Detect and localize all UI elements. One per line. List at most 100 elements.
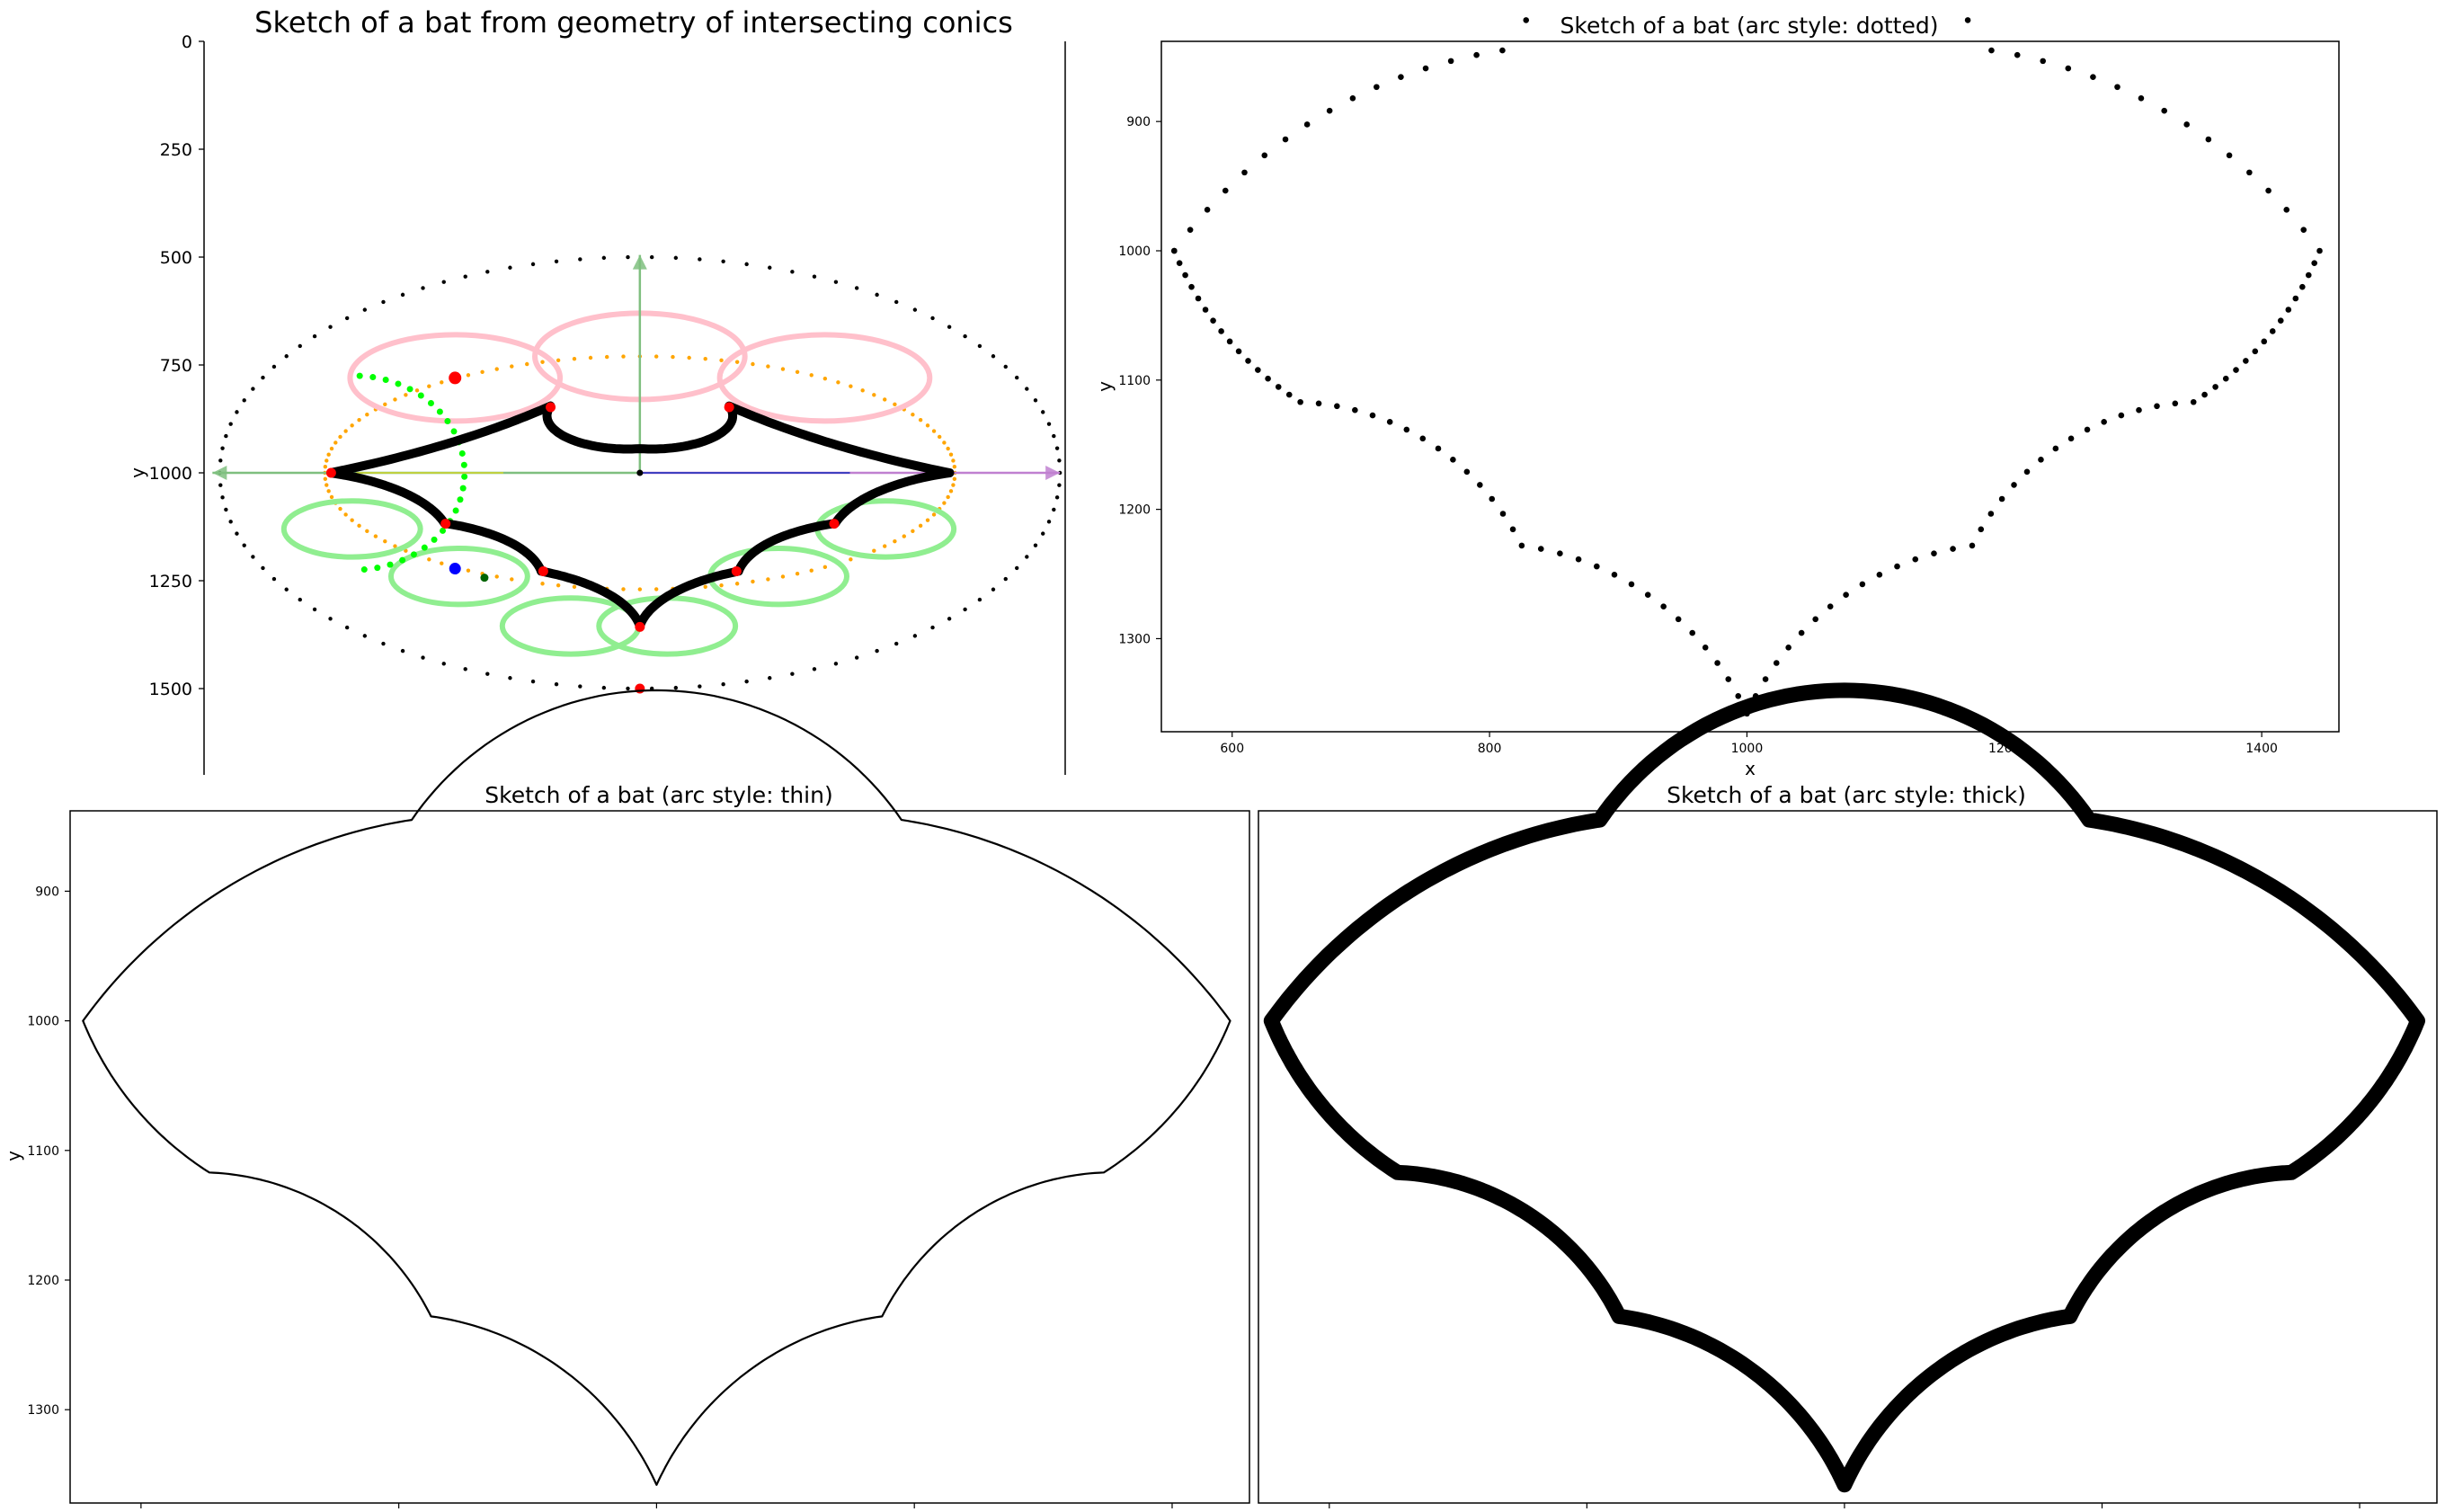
ytick-label: 1300 — [1118, 632, 1151, 646]
outer-ellipse-dot — [1054, 495, 1060, 500]
outer-ellipse-dot — [1033, 543, 1038, 547]
outer-ellipse-dot — [812, 274, 817, 279]
outer-ellipse-dot — [1046, 422, 1052, 426]
helper-dot — [356, 372, 363, 379]
helper-dot — [459, 485, 467, 492]
inner-ellipse-dot — [766, 364, 770, 369]
inner-ellipse-dot — [440, 380, 444, 385]
inner-ellipse-dot — [621, 587, 626, 591]
bat-dot — [1297, 398, 1303, 405]
inner-ellipse-dot — [925, 518, 930, 522]
inner-ellipse-dot — [480, 369, 485, 374]
outer-ellipse-dot — [601, 255, 607, 261]
bat-outline — [1263, 682, 2425, 1493]
outer-ellipse-dot — [1003, 576, 1008, 582]
bat-dot — [1489, 495, 1496, 503]
bat-dot — [2299, 283, 2306, 290]
bat-dot — [1978, 526, 1985, 533]
outer-ellipse-dot — [298, 597, 302, 602]
bat-dot — [2277, 317, 2284, 324]
helper-dot — [450, 428, 458, 435]
bat-dot — [2065, 65, 2072, 72]
cusp-point — [724, 402, 734, 413]
axis-arrow-head — [1045, 466, 1061, 480]
bat-dot — [1398, 74, 1404, 80]
outer-ellipse-dot — [1033, 398, 1038, 403]
outer-ellipse-dot — [261, 565, 265, 571]
outer-ellipse-dot — [344, 316, 350, 321]
outer-ellipse-dot — [1041, 410, 1045, 414]
inner-ellipse-dot — [343, 512, 348, 517]
helper-dot — [410, 551, 417, 558]
dotted-ylabel: y — [1094, 381, 1116, 392]
inner-ellipse-dot — [556, 358, 561, 363]
inner-ellipse-dot — [809, 568, 814, 573]
bat-dot — [1575, 556, 1582, 563]
ytick-label: 1000 — [149, 464, 192, 484]
inner-ellipse-dot — [893, 402, 897, 407]
inner-ellipse-dot — [350, 518, 354, 522]
bat-dot — [2136, 406, 2142, 414]
inner-ellipse-dot — [948, 452, 954, 457]
dotted-plot — [1171, 17, 2323, 717]
outer-ellipse-dot — [381, 641, 386, 646]
dotted-panel: Sketch of a bat (arc style: dotted) 900 1… — [1094, 13, 2340, 779]
inner-ellipse-dot — [365, 529, 369, 533]
outer-ellipse-dot — [220, 495, 225, 500]
outer-ellipse-dot — [328, 325, 333, 329]
outer-ellipse-dot — [362, 634, 368, 638]
inner-ellipse-dot — [719, 583, 724, 588]
helper-dot — [360, 566, 368, 574]
helper-dot — [369, 374, 377, 381]
inner-ellipse-dot — [734, 360, 740, 364]
outer-ellipse-dot — [698, 684, 702, 689]
bat-dot — [1611, 572, 1618, 578]
ytick-label: 750 — [160, 356, 192, 376]
outer-ellipse-dot — [578, 257, 582, 262]
outer-ellipse-dot — [298, 343, 302, 349]
outer-ellipse-dot — [421, 286, 425, 290]
inner-ellipse-dot — [510, 364, 514, 369]
outer-ellipse-dot — [1046, 520, 1052, 524]
helper-dot — [461, 473, 468, 480]
helper-dot — [452, 507, 459, 514]
bat-dot — [1187, 227, 1194, 233]
outer-ellipse-dot — [235, 531, 239, 536]
ytick-label: 1300 — [27, 1403, 59, 1418]
bat-dot — [1785, 645, 1792, 651]
outer-ellipse-dot — [991, 354, 996, 359]
helper-dot — [382, 377, 389, 384]
bat-dot — [1463, 468, 1471, 476]
ytick-label: 1000 — [1118, 245, 1151, 259]
inner-ellipse-dot — [766, 577, 770, 582]
bat-dot — [2090, 74, 2096, 80]
bat-dot — [2190, 398, 2197, 405]
inner-ellipse-dot — [466, 568, 471, 573]
outer-ellipse-dot — [790, 672, 795, 676]
bat-dot — [1369, 412, 1376, 419]
outer-ellipse-dot — [530, 262, 536, 267]
inner-ellipse-dot — [911, 529, 915, 533]
bat-dot — [2243, 358, 2249, 364]
inner-ellipse-dot — [357, 417, 361, 422]
ytick-label: 1200 — [1118, 503, 1151, 518]
bat-dot — [1188, 283, 1195, 290]
inner-ellipse-dot — [809, 373, 814, 378]
inner-ellipse-dot — [719, 358, 724, 363]
bat-dot — [1315, 400, 1322, 407]
outer-ellipse-dot — [284, 354, 289, 359]
bat-dot — [1725, 676, 1732, 682]
thick-plot — [1263, 682, 2425, 1493]
outer-ellipse-dot — [251, 387, 255, 391]
ytick-label: 1250 — [149, 572, 192, 591]
cusp-point — [449, 371, 462, 385]
outer-ellipse-dot — [649, 254, 654, 260]
inner-ellipse-dot — [393, 397, 397, 402]
cusp-point — [538, 565, 548, 576]
bat-dot — [2285, 307, 2292, 313]
outer-ellipse-dot — [218, 458, 223, 463]
bat-dot — [2014, 51, 2021, 58]
bat-dot — [2101, 419, 2107, 425]
bat-dot — [1827, 603, 1834, 610]
inner-ellipse-dot — [414, 388, 420, 393]
